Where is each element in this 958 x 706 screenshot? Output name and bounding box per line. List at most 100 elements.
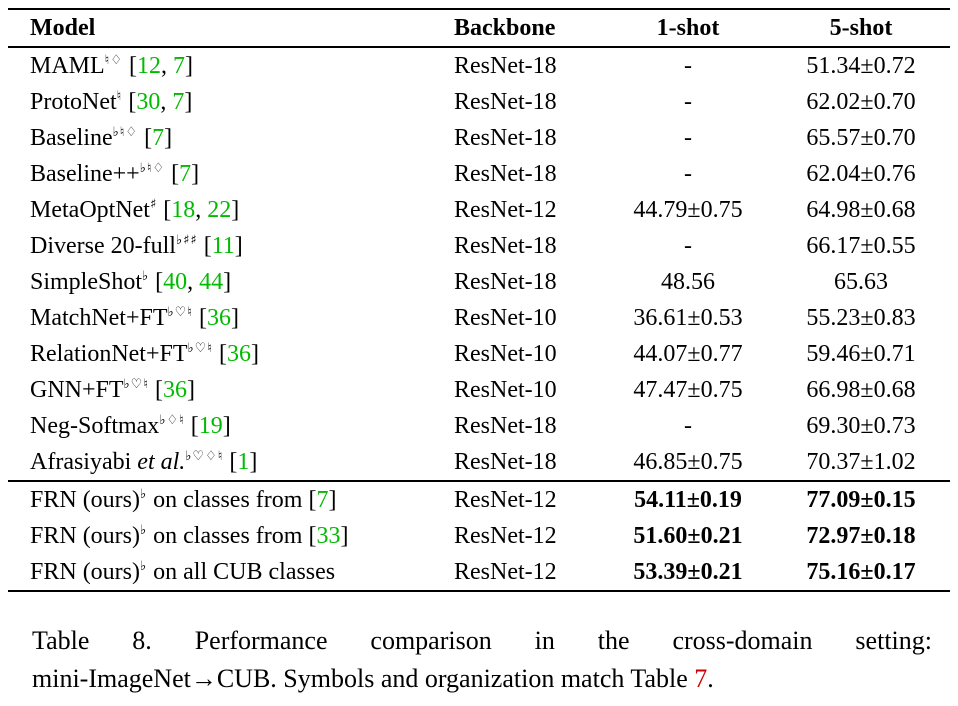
header-5shot: 5-shot	[829, 15, 893, 41]
table-row: MetaOptNet♯ [18, 22] ResNet-12 44.79±0.75 6…	[8, 192, 950, 228]
five-shot-cell: 77.09±0.15	[806, 487, 916, 513]
five-shot-cell: 66.98±0.68	[806, 377, 916, 403]
table-row: Afrasiyabi et al.♭♡♢♮ [1] ResNet-18 46.85±…	[8, 444, 950, 481]
model-name: Afrasiyabi	[30, 449, 138, 475]
one-shot-cell: -	[684, 125, 692, 151]
five-shot-cell: 62.02±0.70	[806, 89, 916, 115]
table-body: MAML♮♢ [12, 7] ResNet-18 - 51.34±0.72 ProtoN…	[8, 47, 950, 591]
one-shot-cell: -	[684, 89, 692, 115]
backbone-cell: ResNet-12	[454, 487, 557, 513]
five-shot-cell: 70.37±1.02	[806, 449, 916, 475]
model-symbols: ♭♡♮	[167, 305, 193, 320]
backbone-cell: ResNet-10	[454, 305, 557, 331]
one-shot-cell: -	[684, 413, 692, 439]
model-symbols: ♯	[149, 197, 158, 212]
model-symbols: ♮	[116, 89, 123, 104]
citation-link[interactable]: 44	[199, 269, 224, 295]
one-shot-cell: 54.11±0.19	[634, 487, 742, 513]
model-name: MAML	[30, 53, 105, 79]
model-name: FRN (ours)	[30, 559, 141, 585]
table-row: SimpleShot♭ [40, 44] ResNet-18 48.56 65.63	[8, 264, 950, 300]
backbone-cell: ResNet-18	[454, 125, 557, 151]
five-shot-cell: 65.57±0.70	[806, 125, 916, 151]
model-suffix: on classes from	[147, 487, 303, 513]
backbone-cell: ResNet-18	[454, 269, 557, 295]
model-symbols: ♭♢♮	[159, 413, 185, 428]
citation-link[interactable]: 18	[171, 197, 196, 223]
citation-link[interactable]: 7	[152, 125, 165, 151]
citation-link[interactable]: 36	[206, 305, 231, 331]
five-shot-cell: 64.98±0.68	[806, 197, 916, 223]
backbone-cell: ResNet-10	[454, 377, 557, 403]
model-symbols: ♭	[140, 487, 148, 502]
five-shot-cell: 65.63	[834, 269, 888, 295]
table-row: Baseline++♭♮♢ [7] ResNet-18 - 62.04±0.76	[8, 156, 950, 192]
model-name: MetaOptNet	[30, 197, 150, 223]
backbone-cell: ResNet-18	[454, 53, 557, 79]
citation-link[interactable]: 12	[136, 53, 161, 79]
model-cell: GNN+FT♭♡♮ [36]	[30, 377, 195, 403]
caption-line-1: Table 8. Performance comparison in the c…	[32, 626, 932, 655]
citation-link[interactable]: 22	[207, 197, 232, 223]
backbone-cell: ResNet-18	[454, 449, 557, 475]
citation-link[interactable]: 11	[211, 233, 235, 259]
table-row: Baseline♭♮♢ [7] ResNet-18 - 65.57±0.70	[8, 120, 950, 156]
table-row: RelationNet+FT♭♡♮ [36] ResNet-10 44.07±0.7…	[8, 336, 950, 372]
backbone-cell: ResNet-10	[454, 341, 557, 367]
header-1shot: 1-shot	[656, 15, 720, 41]
citation-link[interactable]: 33	[316, 523, 341, 549]
model-cell: FRN (ours)♭ on classes from [7]	[30, 487, 337, 513]
table-row: Diverse 20-full♭♯♯ [11] ResNet-18 - 66.17±0…	[8, 228, 950, 264]
table-row: ProtoNet♮ [30, 7] ResNet-18 - 62.02±0.70	[8, 84, 950, 120]
table-ref-link[interactable]: 7	[694, 664, 708, 693]
model-name: SimpleShot	[30, 269, 143, 295]
model-symbols: ♭♯♯	[175, 233, 198, 248]
model-name: FRN (ours)	[30, 523, 141, 549]
table-caption: Table 8. Performance comparison in the c…	[32, 622, 932, 698]
one-shot-cell: 47.47±0.75	[633, 377, 743, 403]
backbone-cell: ResNet-12	[454, 523, 557, 549]
header-model: Model	[30, 15, 96, 41]
citation-link[interactable]: 30	[136, 89, 161, 115]
citation-link[interactable]: 36	[162, 377, 187, 403]
model-name: GNN+FT	[30, 377, 124, 403]
model-symbols: ♭♮♢	[112, 125, 139, 140]
model-suffix: on all CUB classes	[147, 559, 336, 585]
citation-link[interactable]: 36	[226, 341, 251, 367]
one-shot-cell: 48.56	[661, 269, 715, 295]
table-row: Neg-Softmax♭♢♮ [19] ResNet-18 - 69.30±0.73	[8, 408, 950, 444]
model-cell: Baseline++♭♮♢ [7]	[30, 161, 200, 187]
table-row: MatchNet+FT♭♡♮ [36] ResNet-10 36.61±0.53 55…	[8, 300, 950, 336]
one-shot-cell: -	[684, 53, 692, 79]
citation-link[interactable]: 7	[316, 487, 329, 513]
citation-link[interactable]: 7	[172, 53, 185, 79]
model-cell: Diverse 20-full♭♯♯ [11]	[30, 233, 243, 259]
one-shot-cell: 36.61±0.53	[633, 305, 743, 331]
model-cell: MAML♮♢ [12, 7]	[30, 53, 193, 79]
model-cell: MetaOptNet♯ [18, 22]	[30, 197, 240, 223]
five-shot-cell: 66.17±0.55	[806, 233, 916, 259]
model-name: MatchNet+FT	[30, 305, 168, 331]
table-row: FRN (ours)♭ on classes from [33] ResNet-1…	[8, 518, 950, 554]
model-suffix: on classes from	[147, 523, 303, 549]
one-shot-cell: -	[684, 233, 692, 259]
backbone-cell: ResNet-18	[454, 89, 557, 115]
five-shot-cell: 72.97±0.18	[806, 523, 916, 549]
model-symbols: ♭♮♢	[139, 161, 166, 176]
backbone-cell: ResNet-18	[454, 233, 557, 259]
backbone-cell: ResNet-18	[454, 161, 557, 187]
model-cell: ProtoNet♮ [30, 7]	[30, 89, 193, 115]
citation-link[interactable]: 1	[237, 449, 250, 475]
model-name: Diverse 20-full	[30, 233, 176, 259]
one-shot-cell: -	[684, 161, 692, 187]
model-name: FRN (ours)	[30, 487, 141, 513]
citation-link[interactable]: 7	[172, 89, 185, 115]
citation-link[interactable]: 40	[163, 269, 188, 295]
citation-link[interactable]: 7	[179, 161, 192, 187]
model-cell: RelationNet+FT♭♡♮ [36]	[30, 341, 259, 367]
model-name-italic: et al.	[137, 449, 186, 475]
backbone-cell: ResNet-12	[454, 559, 557, 585]
citation-link[interactable]: 19	[198, 413, 223, 439]
model-cell: Afrasiyabi et al.♭♡♢♮ [1]	[30, 449, 258, 475]
